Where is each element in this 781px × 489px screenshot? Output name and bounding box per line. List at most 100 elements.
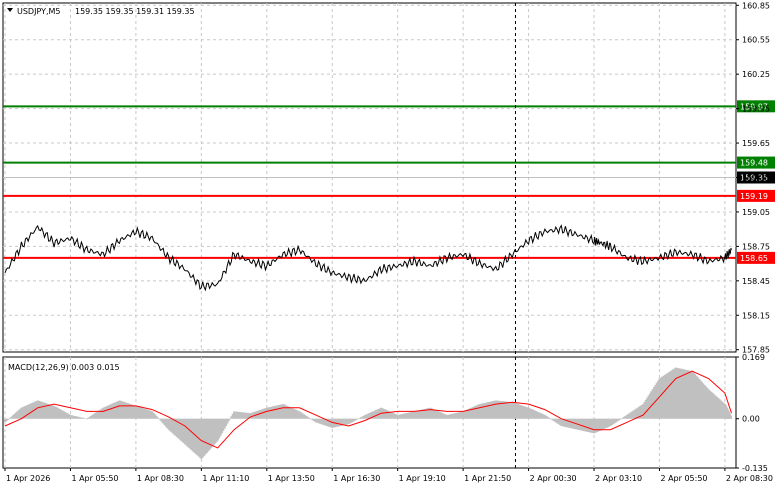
macd-bar [182,418,185,444]
macd-bar [468,408,472,419]
macd-bar [650,391,653,419]
macd-bar [520,405,523,419]
macd-bar [511,402,514,419]
macd-bar [231,413,234,419]
macd-bar [718,399,721,419]
macd-bar [498,400,502,419]
macd-bar [160,418,163,423]
macd-bar [148,410,151,419]
macd-bar [74,416,78,419]
macd-bar [445,415,448,419]
macd-bar [597,418,600,432]
macd-bar [211,418,214,447]
macd-bar [644,399,648,419]
macd-bar [447,414,450,419]
macd-bar [329,418,333,428]
macd-bar [138,407,142,419]
macd-bar [354,418,357,421]
macd-bar [531,409,534,419]
macd-bar [563,418,566,427]
macd-bar [729,416,733,419]
macd-bar [50,405,53,419]
macd-bar [565,418,568,428]
macd-bar [479,403,483,419]
macd-bar [321,418,324,425]
macd-bar [568,418,571,428]
macd-bar [528,408,532,419]
macd-bar [10,416,14,419]
macd-bar [59,409,63,419]
macd-bar [166,418,169,429]
macd-bar [81,417,84,419]
macd-bar [61,410,64,419]
macd-bar [402,413,405,419]
macd-bar [358,418,361,419]
macd-bar [248,413,251,419]
macd-bar [456,412,459,419]
macd-bar [372,411,375,419]
macd-bar [408,412,412,419]
current-price-tag [737,171,775,184]
x-tick-label: 2 Apr 00:30 [530,474,577,483]
macd-bar [606,418,609,428]
macd-bar [522,405,525,419]
macd-bar [503,401,506,419]
macd-bar [617,418,620,421]
macd-bar [46,403,49,419]
macd-bar [62,411,65,419]
macd-bar [462,411,465,419]
macd-bar [384,409,387,419]
macd-bar [580,418,583,431]
macd-bar [361,416,364,419]
macd-bar [638,406,641,419]
macd-bar [9,417,12,419]
macd-bar [298,411,301,419]
macd-bar [385,410,388,419]
macd-bar [504,401,507,419]
macd-bar [249,413,252,419]
macd-bar [201,418,204,458]
macd-bar [636,407,639,419]
collapse-arrow-icon[interactable] [7,8,13,12]
macd-bar [310,418,313,420]
macd-bar [605,418,608,428]
macd-bar [485,402,488,419]
macd-bar [218,418,221,439]
macd-bar [493,400,496,419]
macd-bar [308,417,311,419]
macd-bar [12,415,15,419]
macd-bar [505,401,508,419]
macd-bar [365,414,368,419]
macd-bar [353,418,356,422]
macd-label: MACD(12,26,9) 0.003 0.015 [8,363,120,372]
macd-bar [601,418,604,430]
macd-bar [200,418,203,459]
macd-bar [57,408,60,419]
x-tick-label: 1 Apr 19:10 [399,474,446,483]
macd-bar [417,410,420,419]
macd-bar [413,411,416,419]
macd-bar [13,413,16,419]
macd-bar [153,414,157,419]
macd-bar [58,408,61,419]
y-tick-label: 160.25 [742,70,770,79]
macd-bar [242,412,245,419]
macd-bar [275,405,278,419]
macd-bar [197,418,200,457]
level-price-tag [737,251,775,264]
macd-bar [696,377,699,419]
macd-bar [526,407,529,419]
macd-bar [556,418,559,424]
macd-bar [370,412,373,419]
macd-bar [294,409,297,419]
macd-bar [245,412,248,419]
macd-bar [708,390,712,419]
macd-bar [14,412,18,419]
macd-bar [628,413,631,419]
macd-bar [69,415,72,419]
macd-bar [433,409,436,419]
macd-bar [586,418,589,432]
macd-bar [524,406,528,419]
macd-bar [269,406,273,419]
